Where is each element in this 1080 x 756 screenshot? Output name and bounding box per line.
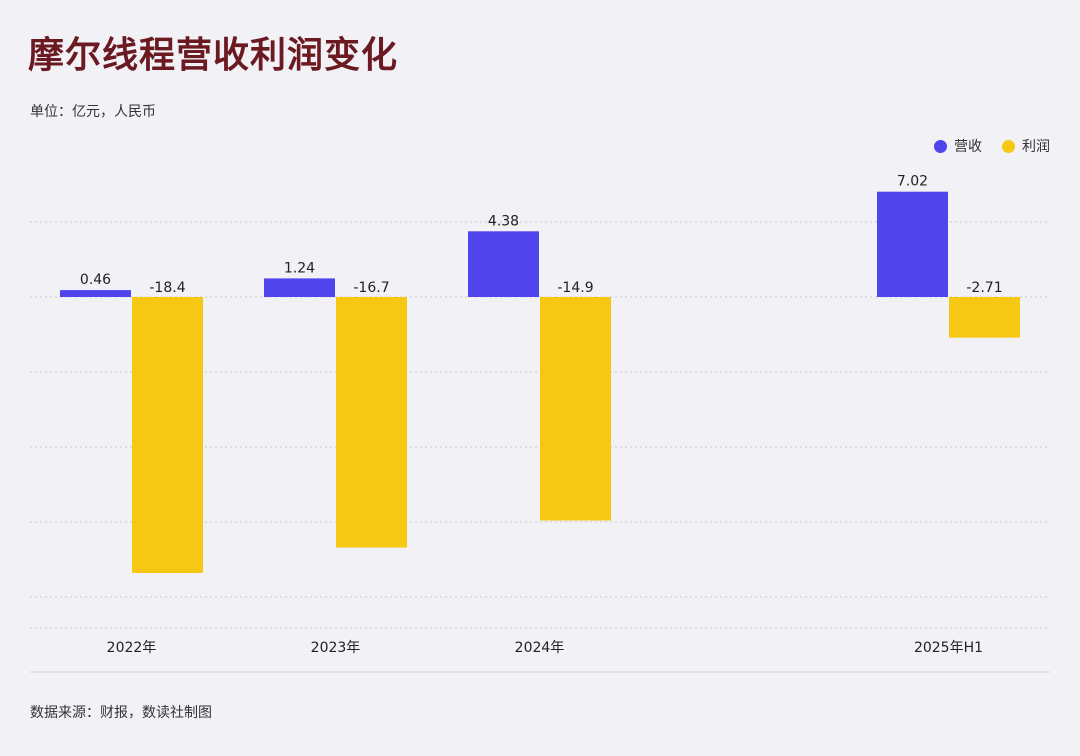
data-label-profit: -14.9	[557, 280, 593, 296]
chart-title: 摩尔线程营收利润变化	[28, 35, 399, 76]
bar-profit	[132, 297, 203, 573]
data-label-revenue: 4.38	[488, 213, 519, 229]
data-label-revenue: 0.46	[80, 272, 111, 288]
legend-dot-revenue	[934, 139, 947, 153]
unit-label: 单位：亿元，人民币	[30, 104, 156, 120]
source-note: 数据来源：财报，数读社制图	[30, 705, 212, 721]
x-tick-label: 2024年	[515, 640, 565, 656]
data-label-revenue: 1.24	[284, 260, 315, 276]
data-label-profit: -16.7	[353, 280, 389, 296]
data-label-revenue: 7.02	[897, 174, 928, 190]
bar-profit	[949, 297, 1020, 338]
legend-label-profit: 利润	[1022, 139, 1050, 155]
legend: 营收 利润	[914, 136, 1050, 156]
data-label-profit: -18.4	[149, 280, 185, 296]
bar-revenue	[468, 231, 539, 297]
legend-item-revenue: 营收	[934, 136, 982, 156]
bar-profit	[336, 297, 407, 548]
bar-revenue	[264, 278, 335, 297]
bar-revenue	[60, 290, 131, 297]
legend-dot-profit	[1002, 139, 1015, 153]
x-tick-label: 2023年	[311, 640, 361, 656]
legend-label-revenue: 营收	[954, 139, 982, 155]
x-tick-label: 2022年	[107, 640, 157, 656]
data-label-profit: -2.71	[966, 280, 1002, 296]
legend-item-profit: 利润	[1002, 136, 1050, 156]
x-tick-label: 2025年H1	[914, 640, 983, 656]
bar-profit	[540, 297, 611, 521]
bar-revenue	[877, 191, 948, 297]
